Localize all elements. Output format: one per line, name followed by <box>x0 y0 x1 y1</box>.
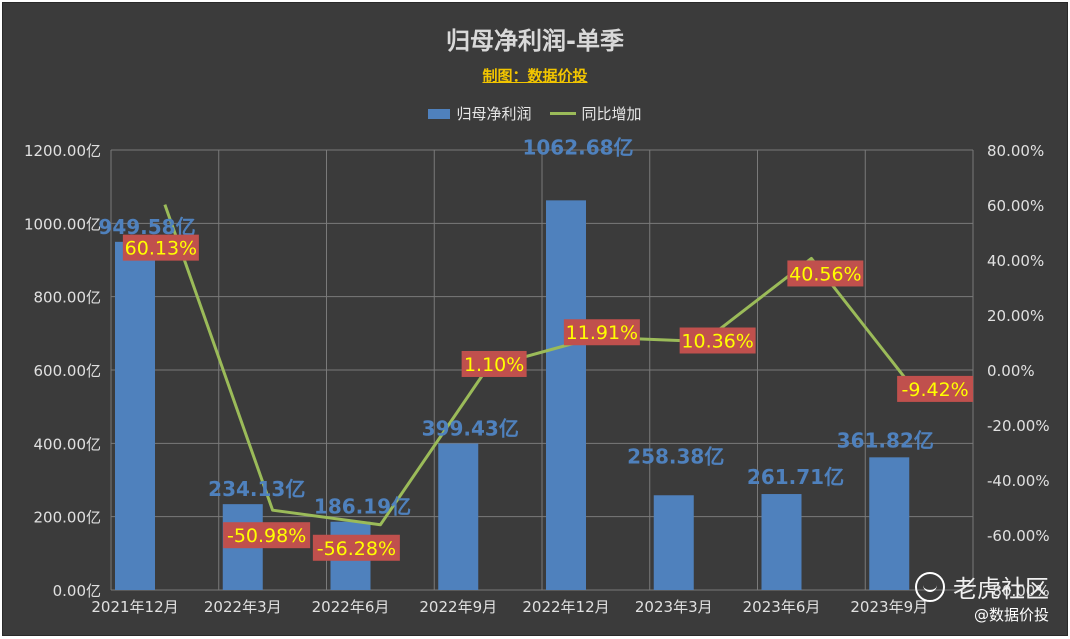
legend-label-bar: 归母净利润 <box>456 105 532 123</box>
x-tick-label: 2022年6月 <box>312 598 390 616</box>
chart-title: 归母净利润-单季 <box>446 27 624 55</box>
y-right-tick-label: -60.00% <box>987 527 1050 545</box>
line-data-label-box <box>787 260 864 287</box>
line-data-label-box <box>897 375 974 402</box>
y-right-tick-label: -20.00% <box>987 417 1050 435</box>
legend-item-bar: 归母净利润 <box>428 103 532 124</box>
bar-data-label: 361.82亿 <box>837 428 934 452</box>
x-tick-label: 2023年3月 <box>635 598 713 616</box>
bar-data-label: 1062.68亿 <box>522 135 633 159</box>
line-data-label-box <box>461 350 527 377</box>
line-data-label: 40.56% <box>789 263 861 285</box>
watermark-brand: 老虎社区 <box>915 569 1049 604</box>
bar <box>761 494 802 590</box>
bar-data-label: 186.19亿 <box>314 495 411 519</box>
y-left-tick-label: 1000.00亿 <box>24 215 101 233</box>
line-data-label-box <box>223 522 311 549</box>
legend-swatch-bar <box>428 108 451 119</box>
x-tick-label: 2023年9月 <box>850 598 928 616</box>
y-right-tick-label: -80.00% <box>987 582 1050 600</box>
x-tick-label: 2021年12月 <box>91 598 178 616</box>
y-left-tick-label: 600.00亿 <box>34 362 102 380</box>
line-data-label: 11.91% <box>566 322 638 344</box>
bar-data-label: 258.38亿 <box>627 444 724 468</box>
y-right-tick-label: 40.00% <box>987 252 1044 270</box>
y-left-tick-label: 0.00亿 <box>53 582 101 600</box>
line-data-label: -50.98% <box>227 525 306 547</box>
line-data-label: 1.10% <box>464 354 524 376</box>
line-data-label: 10.36% <box>681 331 753 353</box>
bar <box>438 443 479 590</box>
bar-data-label: 261.71亿 <box>747 465 844 489</box>
line-data-label-box <box>563 319 640 346</box>
watermark: 老虎社区 @数据价投 <box>915 569 1049 625</box>
line-data-label: -9.42% <box>902 379 969 401</box>
bar <box>546 200 586 591</box>
y-right-tick-label: 80.00% <box>987 142 1044 160</box>
legend: 归母净利润 同比增加 <box>3 103 1067 124</box>
x-tick-label: 2022年3月 <box>204 598 282 616</box>
line-data-label-box <box>679 327 756 354</box>
line-data-label-box <box>122 234 199 261</box>
plot-svg: 0.00亿 200.00亿 400.00亿 600.00亿 800.00亿 1000.00… <box>24 135 1050 616</box>
line-data-label: -56.28% <box>317 538 396 560</box>
bar-data-label: 234.13亿 <box>208 477 305 501</box>
bar <box>869 457 910 590</box>
y-left-tick-label: 1200.00亿 <box>24 142 101 160</box>
x-tick-label: 2022年9月 <box>419 598 497 616</box>
chart-subtitle: 制图：数据价投 <box>482 67 588 85</box>
legend-swatch-line <box>549 112 576 115</box>
legend-label-line: 同比增加 <box>581 105 642 123</box>
y-left-tick-label: 800.00亿 <box>34 289 102 307</box>
legend-item-line: 同比增加 <box>549 103 642 124</box>
x-tick-label: 2023年6月 <box>743 598 821 616</box>
y-right-tick-label: 0.00% <box>987 362 1035 380</box>
tiger-logo-icon <box>915 571 945 602</box>
y-right-tick-label: -40.00% <box>987 472 1050 490</box>
x-tick-label: 2022年12月 <box>522 598 609 616</box>
y-left-tick-label: 400.00亿 <box>34 435 102 453</box>
y-right-tick-label: 20.00% <box>987 307 1044 325</box>
watermark-brand-name: 老虎社区 <box>953 575 1049 603</box>
y-left-tick-label: 200.00亿 <box>34 509 102 527</box>
line-data-label: 60.13% <box>125 238 197 260</box>
watermark-author: @数据价投 <box>973 606 1049 624</box>
bar <box>653 495 694 590</box>
line-data-label-box <box>312 534 400 561</box>
bar-data-label: 399.43亿 <box>422 417 519 441</box>
y-right-tick-label: 60.00% <box>987 197 1044 215</box>
bar <box>115 241 155 590</box>
